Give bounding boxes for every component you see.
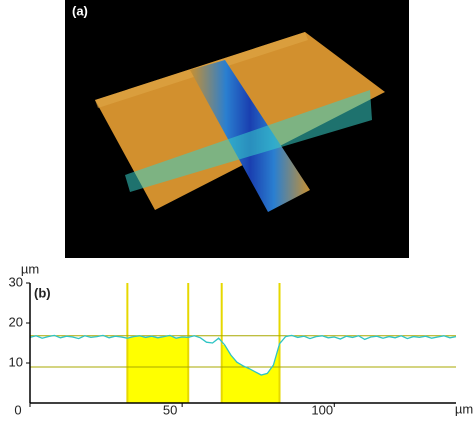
y-tick-label: 30 (9, 274, 23, 289)
y-tick-label: 20 (9, 314, 23, 329)
x-tick-label: 0 (14, 402, 21, 417)
x-axis-unit: µm (455, 401, 473, 416)
panel-label: (a) (72, 3, 88, 18)
y-axis-unit: µm (21, 261, 39, 276)
highlight-region (127, 335, 189, 403)
profile-line (29, 334, 457, 376)
panel-label: (b) (34, 285, 51, 300)
x-tick-label: 50 (163, 402, 177, 417)
profile-plane (125, 90, 372, 192)
y-tick-label: 10 (9, 354, 23, 369)
x-tick-label: 100 (311, 402, 333, 417)
highlight-region (221, 343, 280, 403)
